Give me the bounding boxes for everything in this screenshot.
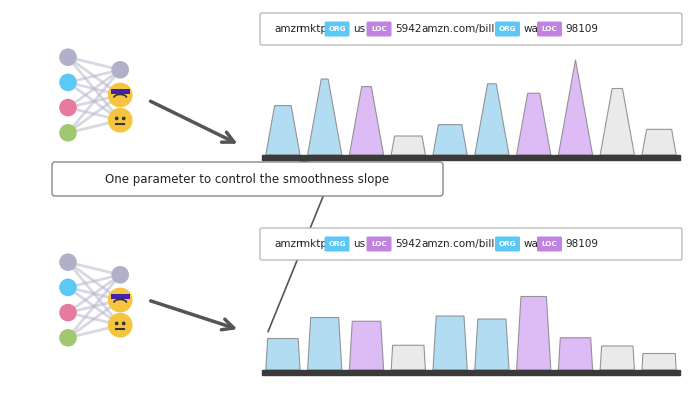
Polygon shape	[517, 297, 551, 370]
Polygon shape	[266, 105, 300, 155]
Circle shape	[122, 322, 125, 325]
Polygon shape	[349, 87, 384, 155]
Text: LOC: LOC	[542, 26, 557, 32]
Text: wa: wa	[524, 24, 538, 34]
Text: us: us	[353, 24, 365, 34]
Polygon shape	[391, 136, 426, 155]
Polygon shape	[433, 124, 467, 155]
Text: ORG: ORG	[498, 26, 517, 32]
FancyBboxPatch shape	[367, 21, 391, 36]
FancyBboxPatch shape	[367, 237, 391, 252]
Circle shape	[108, 314, 132, 337]
Text: mktp: mktp	[300, 24, 327, 34]
Polygon shape	[475, 319, 509, 370]
Circle shape	[60, 125, 76, 141]
Polygon shape	[642, 129, 676, 155]
FancyBboxPatch shape	[537, 21, 562, 36]
Text: amzn: amzn	[274, 239, 302, 249]
Text: 5942: 5942	[395, 24, 421, 34]
Circle shape	[112, 62, 128, 78]
Text: wa: wa	[524, 239, 538, 249]
Polygon shape	[517, 93, 551, 155]
Text: 98109: 98109	[566, 239, 598, 249]
Text: 5942: 5942	[395, 239, 421, 249]
Circle shape	[116, 117, 118, 120]
FancyBboxPatch shape	[537, 237, 562, 252]
Text: amzn.com/bill: amzn.com/bill	[421, 239, 494, 249]
Polygon shape	[642, 354, 676, 370]
Text: ORG: ORG	[328, 26, 346, 32]
Text: amzn.com/bill: amzn.com/bill	[421, 24, 494, 34]
Text: amzn: amzn	[274, 24, 302, 34]
Circle shape	[60, 305, 76, 321]
Text: One parameter to control the smoothness slope: One parameter to control the smoothness …	[106, 173, 390, 186]
FancyBboxPatch shape	[260, 13, 682, 45]
Circle shape	[108, 288, 132, 312]
Circle shape	[108, 83, 132, 107]
FancyBboxPatch shape	[495, 237, 520, 252]
Circle shape	[60, 100, 76, 116]
Circle shape	[112, 267, 128, 283]
Text: us: us	[353, 239, 365, 249]
Circle shape	[60, 49, 76, 65]
Bar	[111, 293, 130, 299]
Polygon shape	[559, 338, 593, 370]
Polygon shape	[475, 84, 509, 155]
Polygon shape	[307, 318, 342, 370]
Polygon shape	[391, 345, 426, 370]
Polygon shape	[349, 321, 384, 370]
Circle shape	[122, 117, 125, 120]
Polygon shape	[559, 60, 593, 155]
Bar	[262, 370, 680, 375]
Text: mktp: mktp	[300, 239, 327, 249]
Circle shape	[108, 109, 132, 132]
Polygon shape	[266, 339, 300, 370]
Text: LOC: LOC	[371, 26, 387, 32]
Text: 98109: 98109	[566, 24, 598, 34]
Circle shape	[60, 330, 76, 346]
Circle shape	[60, 279, 76, 295]
FancyBboxPatch shape	[52, 162, 443, 196]
Polygon shape	[600, 88, 634, 155]
Polygon shape	[433, 316, 467, 370]
FancyBboxPatch shape	[260, 228, 682, 260]
Circle shape	[60, 74, 76, 90]
Text: LOC: LOC	[371, 241, 387, 247]
FancyBboxPatch shape	[495, 21, 520, 36]
Polygon shape	[600, 346, 634, 370]
Text: LOC: LOC	[542, 241, 557, 247]
Bar	[262, 155, 680, 160]
Circle shape	[116, 322, 118, 325]
Bar	[111, 88, 130, 94]
Text: ORG: ORG	[328, 241, 346, 247]
FancyBboxPatch shape	[325, 21, 349, 36]
FancyBboxPatch shape	[325, 237, 349, 252]
Text: ORG: ORG	[498, 241, 517, 247]
Circle shape	[60, 254, 76, 270]
Polygon shape	[307, 79, 342, 155]
